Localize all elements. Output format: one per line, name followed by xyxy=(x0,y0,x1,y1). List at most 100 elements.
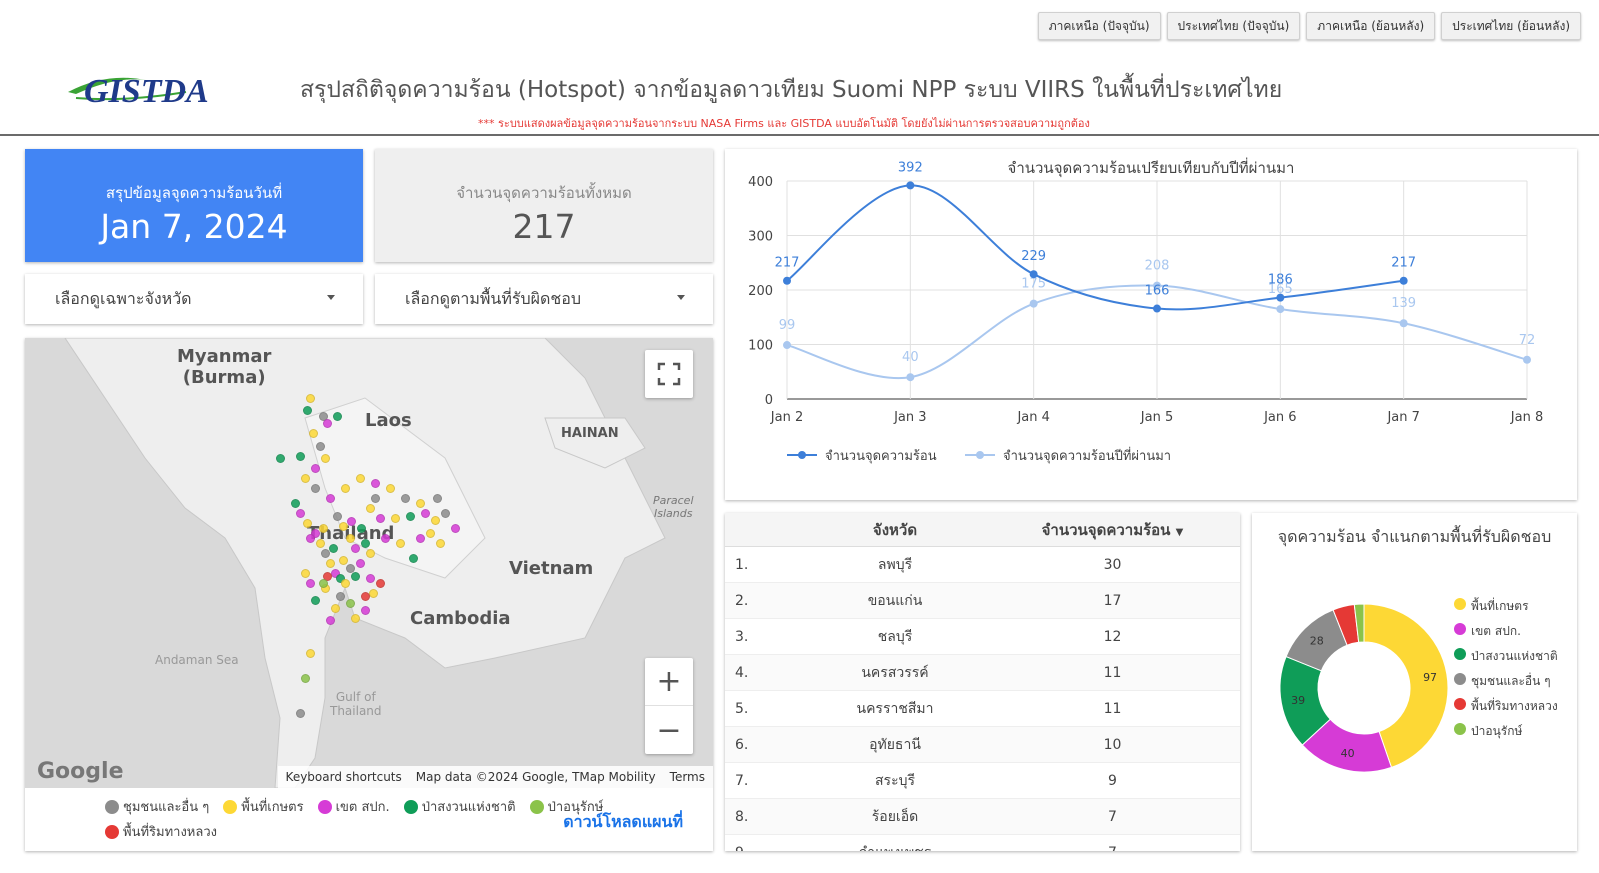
hotspot-marker[interactable] xyxy=(391,514,400,523)
hotspot-marker[interactable] xyxy=(366,549,375,558)
hotspot-marker[interactable] xyxy=(356,474,365,483)
hotspot-marker[interactable] xyxy=(296,709,305,718)
hotspot-marker[interactable] xyxy=(401,494,410,503)
column-header-province[interactable]: จังหวัด xyxy=(872,520,918,539)
data-point[interactable] xyxy=(1029,299,1038,308)
hotspot-marker[interactable] xyxy=(303,519,312,528)
hotspot-marker[interactable] xyxy=(321,549,330,558)
hotspot-marker[interactable] xyxy=(436,539,445,548)
table-row[interactable]: 3. ชลบุรี 12 xyxy=(725,619,1240,655)
table-row[interactable]: 2. ขอนแก่น 17 xyxy=(725,583,1240,619)
nav-thailand-history-button[interactable]: ประเทศไทย (ย้อนหลัง) xyxy=(1441,12,1581,40)
hotspot-marker[interactable] xyxy=(333,412,342,421)
hotspot-marker[interactable] xyxy=(336,592,345,601)
hotspot-marker[interactable] xyxy=(336,574,345,583)
table-row[interactable]: 9.กำแพงเพชร7 xyxy=(725,835,1240,852)
hotspot-marker[interactable] xyxy=(416,534,425,543)
hotspot-marker[interactable] xyxy=(371,494,380,503)
hotspot-marker[interactable] xyxy=(369,589,378,598)
data-point[interactable] xyxy=(783,341,791,350)
hotspot-marker[interactable] xyxy=(326,559,335,568)
hotspot-marker[interactable] xyxy=(291,499,300,508)
hotspot-marker[interactable] xyxy=(296,452,305,461)
hotspot-marker[interactable] xyxy=(316,442,325,451)
area-filter-dropdown[interactable]: เลือกดูตามพื้นที่รับผิดชอบ xyxy=(375,274,713,324)
hotspot-marker[interactable] xyxy=(346,599,355,608)
hotspot-marker[interactable] xyxy=(409,554,418,563)
hotspot-marker[interactable] xyxy=(301,569,310,578)
hotspot-marker[interactable] xyxy=(451,524,460,533)
data-point[interactable] xyxy=(1153,304,1161,313)
hotspot-marker[interactable] xyxy=(326,616,335,625)
hotspot-marker[interactable] xyxy=(296,509,305,518)
hotspot-marker[interactable] xyxy=(366,504,375,513)
hotspot-marker[interactable] xyxy=(416,499,425,508)
hotspot-marker[interactable] xyxy=(339,556,348,565)
zoom-out-button[interactable]: − xyxy=(645,706,693,754)
hotspot-marker[interactable] xyxy=(371,479,380,488)
hotspot-marker[interactable] xyxy=(321,454,330,463)
hotspot-marker[interactable] xyxy=(441,509,450,518)
hotspot-marker[interactable] xyxy=(381,534,390,543)
hotspot-marker[interactable] xyxy=(311,596,320,605)
hotspot-marker[interactable] xyxy=(361,606,370,615)
hotspot-marker[interactable] xyxy=(301,474,310,483)
hotspot-marker[interactable] xyxy=(329,544,338,553)
hotspot-marker[interactable] xyxy=(341,484,350,493)
hotspot-marker[interactable] xyxy=(319,579,328,588)
download-map-link[interactable]: ดาวน์โหลดแผนที่ xyxy=(563,812,683,831)
data-point[interactable] xyxy=(1276,305,1285,314)
hotspot-marker[interactable] xyxy=(311,484,320,493)
hotspot-marker[interactable] xyxy=(376,579,385,588)
table-row[interactable]: 7. สระบุรี 9 xyxy=(725,763,1240,799)
hotspot-marker[interactable] xyxy=(326,494,335,503)
table-row[interactable]: 4. นครสวรรค์ 11 xyxy=(725,655,1240,691)
hotspot-marker[interactable] xyxy=(396,539,405,548)
table-row[interactable]: 8. ร้อยเอ็ด 7 xyxy=(725,799,1240,835)
nav-north-history-button[interactable]: ภาคเหนือ (ย้อนหลัง) xyxy=(1306,12,1436,40)
hotspot-marker[interactable] xyxy=(339,522,348,531)
hotspot-marker[interactable] xyxy=(301,674,310,683)
hotspot-marker[interactable] xyxy=(433,494,442,503)
table-row[interactable]: 5. นครราชสีมา 11 xyxy=(725,691,1240,727)
table-row[interactable]: 1. ลพบุรี 30 xyxy=(725,547,1240,583)
nav-north-current-button[interactable]: ภาคเหนือ (ปัจจุบัน) xyxy=(1037,12,1161,40)
hotspot-marker[interactable] xyxy=(341,579,350,588)
hotspot-marker[interactable] xyxy=(306,534,315,543)
hotspot-marker[interactable] xyxy=(303,406,312,415)
province-filter-dropdown[interactable]: เลือกดูเฉพาะจังหวัด xyxy=(25,274,363,324)
hotspot-marker[interactable] xyxy=(309,429,318,438)
hotspot-marker[interactable] xyxy=(351,544,360,553)
hotspot-marker[interactable] xyxy=(306,394,315,403)
hotspot-marker[interactable] xyxy=(366,574,375,583)
hotspot-marker[interactable] xyxy=(421,509,430,518)
hotspot-marker[interactable] xyxy=(361,539,370,548)
hotspot-marker[interactable] xyxy=(426,529,435,538)
data-point[interactable] xyxy=(783,276,791,285)
data-point[interactable] xyxy=(906,373,915,382)
hotspot-marker[interactable] xyxy=(276,454,285,463)
data-point[interactable] xyxy=(1276,293,1285,302)
hotspot-marker[interactable] xyxy=(316,539,325,548)
hotspot-marker[interactable] xyxy=(346,564,355,573)
hotspot-marker[interactable] xyxy=(333,512,342,521)
data-point[interactable] xyxy=(1523,355,1531,364)
hotspot-marker[interactable] xyxy=(406,512,415,521)
hotspot-map[interactable]: Myanmar (Burma) Laos HAINAN Thailand Vie… xyxy=(25,338,713,788)
zoom-in-button[interactable]: + xyxy=(645,658,693,706)
hotspot-marker[interactable] xyxy=(319,524,328,533)
hotspot-marker[interactable] xyxy=(361,592,370,601)
data-point[interactable] xyxy=(906,181,915,190)
fullscreen-button[interactable] xyxy=(645,350,693,398)
hotspot-marker[interactable] xyxy=(431,516,440,525)
hotspot-marker[interactable] xyxy=(376,514,385,523)
hotspot-marker[interactable] xyxy=(323,419,332,428)
column-header-count[interactable]: จำนวนจุดความร้อน ▼ xyxy=(985,518,1240,542)
hotspot-marker[interactable] xyxy=(311,529,320,538)
table-row[interactable]: 6. อุทัยธานี 10 xyxy=(725,727,1240,763)
hotspot-marker[interactable] xyxy=(346,534,355,543)
keyboard-shortcuts-link[interactable]: Keyboard shortcuts xyxy=(285,770,402,784)
hotspot-marker[interactable] xyxy=(311,464,320,473)
hotspot-marker[interactable] xyxy=(331,604,340,613)
hotspot-marker[interactable] xyxy=(356,559,365,568)
